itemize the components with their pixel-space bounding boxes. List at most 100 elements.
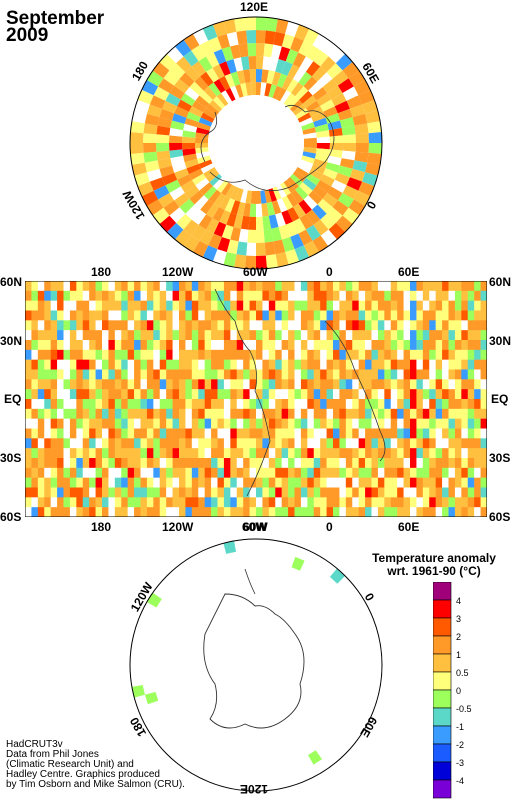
world-grid-cell <box>256 300 263 311</box>
world-grid-cell <box>37 408 45 419</box>
world-grid-cell <box>57 458 64 469</box>
world-grid-cell <box>358 389 366 400</box>
world-grid-cell <box>480 448 487 459</box>
world-grid-cell <box>422 418 430 429</box>
polar-grid-cell <box>289 173 303 187</box>
world-grid-cell <box>416 349 424 360</box>
world-grid-cell <box>134 467 141 478</box>
world-grid-cell <box>294 359 302 370</box>
world-grid-cell <box>422 369 430 380</box>
world-grid-cell <box>333 330 340 341</box>
lon-label-180-top: 180 <box>91 265 112 279</box>
world-grid-cell <box>63 507 71 517</box>
world-grid-cell <box>223 330 231 341</box>
polar-grid-cell <box>320 213 336 230</box>
world-grid-cell <box>223 369 231 380</box>
polar-grid-cell <box>256 216 264 230</box>
world-grid-cell <box>134 448 141 459</box>
world-grid-cell <box>410 448 417 459</box>
world-grid-cell <box>448 477 456 488</box>
polar-grid-cell <box>221 182 232 196</box>
legend-level-label: 0 <box>456 686 461 696</box>
world-grid-cell <box>416 399 424 410</box>
world-grid-cell <box>134 497 141 508</box>
polar-grid-cell <box>297 112 312 123</box>
world-grid-cell <box>166 399 173 410</box>
world-grid-cell <box>307 379 315 390</box>
world-grid-cell <box>288 408 295 419</box>
world-grid-cell <box>358 497 366 508</box>
world-grid-cell <box>37 448 45 459</box>
world-grid-cell <box>281 359 289 370</box>
world-grid-cell <box>461 399 469 410</box>
world-grid-cell <box>121 448 128 459</box>
world-grid-cell <box>127 467 135 478</box>
world-grid-cell <box>89 379 96 390</box>
polar-grid-cell <box>226 239 239 255</box>
world-grid-cell <box>146 300 154 311</box>
world-grid-cell <box>44 310 51 321</box>
world-grid-cell <box>89 300 96 311</box>
world-grid-cell <box>204 497 212 508</box>
world-grid-cell <box>480 349 487 360</box>
world-grid-cell <box>371 369 379 380</box>
polar-grid-cell <box>281 33 295 49</box>
legend-level-label: -0.5 <box>456 704 472 714</box>
world-grid-cell <box>371 340 379 351</box>
world-grid-cell <box>249 497 257 508</box>
legend-swatch <box>433 779 452 799</box>
world-grid-cell <box>384 507 392 517</box>
world-grid-cell <box>121 418 128 429</box>
world-grid-cell <box>204 467 212 478</box>
world-grid-cell <box>358 487 366 498</box>
world-grid-cell <box>57 477 64 488</box>
world-grid-cell <box>333 399 340 410</box>
world-grid-cell <box>153 477 161 488</box>
polar-grid-cell <box>290 36 304 53</box>
world-grid-cell <box>320 448 327 459</box>
world-grid-cell <box>89 399 96 410</box>
world-grid-cell <box>358 458 366 469</box>
world-grid-cell <box>25 467 32 478</box>
world-grid-cell <box>339 497 347 508</box>
world-grid-cell <box>25 320 32 331</box>
polar-grid-cell <box>275 59 286 74</box>
world-grid-cell <box>146 379 154 390</box>
polar-grid-cell <box>256 203 263 217</box>
world-grid-cell <box>217 330 225 341</box>
world-grid-cell <box>422 467 430 478</box>
world-grid-cell <box>134 300 141 311</box>
world-grid-cell <box>448 418 456 429</box>
world-grid-cell <box>403 399 411 410</box>
polar-grid-cell <box>316 148 330 156</box>
world-grid-cell <box>358 438 366 449</box>
world-grid-cell <box>179 290 186 301</box>
world-grid-cell <box>63 448 71 459</box>
world-grid-cell <box>121 290 128 301</box>
world-grid-cell <box>358 408 366 419</box>
polar-grid-cell <box>172 113 187 124</box>
polar-grid-cell <box>337 78 354 93</box>
polar-grid-cell <box>189 190 204 205</box>
world-grid-cell <box>69 438 77 449</box>
world-grid-cell <box>403 497 411 508</box>
world-grid-cell <box>262 458 270 469</box>
world-grid-cell <box>31 418 39 429</box>
world-grid-cell <box>307 477 315 488</box>
world-grid-cell <box>114 320 122 331</box>
world-grid-cell <box>474 389 481 400</box>
world-grid-cell <box>435 507 443 517</box>
world-grid-cell <box>275 507 282 517</box>
polar-grid-cell <box>179 72 195 88</box>
polar-grid-cell <box>191 61 207 77</box>
world-grid-cell <box>198 359 205 370</box>
world-grid-cell <box>121 281 128 292</box>
world-grid-cell <box>217 310 225 321</box>
world-grid-cell <box>422 497 430 508</box>
world-grid-cell <box>288 369 295 380</box>
world-grid-cell <box>44 477 51 488</box>
world-grid-cell <box>108 330 116 341</box>
world-grid-cell <box>467 477 475 488</box>
world-grid-cell <box>474 438 481 449</box>
polar-grid-cell <box>169 149 184 159</box>
